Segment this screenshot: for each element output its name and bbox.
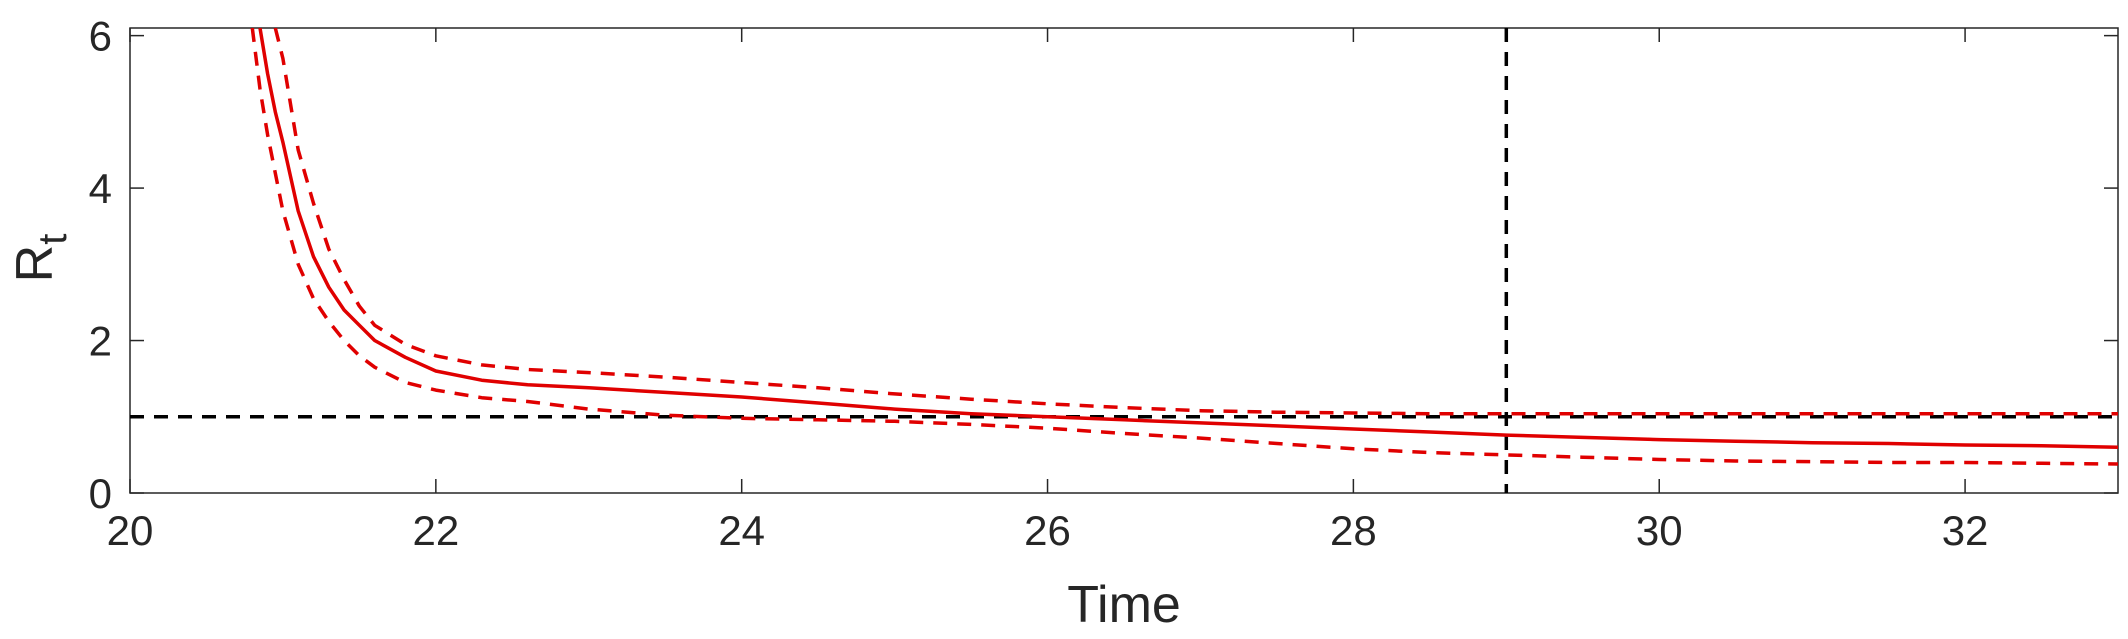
y-axis-label: Rt — [6, 234, 75, 283]
y-tick-label: 2 — [89, 318, 112, 365]
x-tick-label: 28 — [1330, 507, 1377, 554]
y-tick-label: 6 — [89, 13, 112, 60]
y-tick-label: 0 — [89, 470, 112, 517]
series-line-lower-bound — [250, 28, 2118, 466]
svg-text:Rt: Rt — [6, 234, 75, 283]
x-tick-label: 20 — [107, 507, 154, 554]
y-axis-label-subscript: t — [31, 234, 75, 245]
x-tick-label: 26 — [1024, 507, 1071, 554]
axis-ticks — [129, 28, 2118, 494]
reference-lines — [130, 28, 2118, 493]
x-tick-label: 22 — [412, 507, 459, 554]
x-tick-label: 30 — [1636, 507, 1683, 554]
plot-area — [129, 27, 2119, 494]
y-axis-label-main: R — [6, 245, 64, 283]
x-axis-label: Time — [1067, 576, 1181, 634]
series-line-estimate — [258, 28, 2118, 450]
x-tick-label: 32 — [1942, 507, 1989, 554]
series-lines — [250, 28, 2118, 466]
series-line-upper-bound — [273, 28, 2118, 416]
y-tick-label: 4 — [89, 165, 112, 212]
x-tick-label: 24 — [718, 507, 765, 554]
